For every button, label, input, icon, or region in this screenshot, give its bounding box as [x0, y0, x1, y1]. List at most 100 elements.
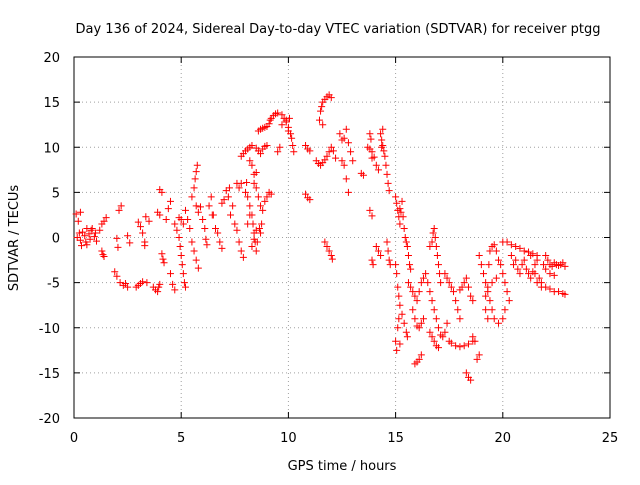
data-point — [158, 188, 166, 196]
data-point — [428, 297, 436, 305]
data-point — [384, 247, 392, 255]
data-point — [475, 351, 483, 359]
data-point — [233, 226, 241, 234]
data-point — [404, 279, 412, 287]
data-point — [525, 270, 533, 278]
data-point — [449, 288, 457, 296]
data-point — [190, 247, 198, 255]
data-point — [74, 217, 82, 225]
axis-ticks — [73, 56, 611, 419]
data-point — [366, 130, 374, 138]
data-point — [417, 279, 425, 287]
data-point — [488, 306, 496, 314]
data-point — [409, 288, 417, 296]
x-axis-label: GPS time / hours — [288, 459, 397, 474]
data-point — [220, 196, 228, 204]
data-point — [426, 288, 434, 296]
data-point — [205, 202, 213, 210]
data-point — [379, 141, 387, 149]
data-point — [276, 143, 284, 151]
data-point — [209, 211, 217, 219]
data-point — [231, 220, 239, 228]
data-point — [76, 208, 84, 216]
data-point — [169, 280, 177, 288]
data-point — [445, 279, 453, 287]
data-point — [257, 150, 265, 158]
data-point — [385, 256, 393, 264]
data-point — [162, 215, 170, 223]
data-point — [512, 256, 520, 264]
data-point — [143, 279, 151, 287]
data-point — [111, 268, 119, 276]
data-point — [401, 234, 409, 241]
data-point — [482, 292, 490, 300]
data-point — [261, 197, 269, 205]
data-point — [398, 310, 406, 318]
data-point — [184, 215, 192, 223]
data-point — [265, 120, 273, 128]
data-point — [384, 179, 392, 187]
data-point — [164, 205, 172, 213]
data-point — [201, 224, 209, 232]
data-point — [372, 243, 380, 251]
data-point — [396, 340, 404, 348]
data-point — [203, 241, 211, 249]
y-tick-label: -5 — [47, 277, 60, 292]
data-point — [179, 220, 187, 228]
data-point — [428, 333, 436, 341]
data-point — [393, 270, 401, 278]
data-point — [501, 306, 509, 314]
data-point — [325, 148, 333, 156]
data-point — [188, 238, 196, 246]
data-point — [177, 215, 185, 223]
data-point — [114, 243, 122, 251]
data-point — [323, 243, 331, 251]
data-point — [520, 247, 528, 255]
data-point — [430, 224, 438, 232]
data-point — [302, 141, 310, 149]
data-point — [514, 265, 522, 273]
data-point — [252, 247, 260, 255]
data-point — [507, 252, 515, 260]
data-point — [484, 315, 492, 323]
data-point — [328, 255, 336, 263]
data-point — [142, 213, 150, 221]
data-point — [396, 220, 404, 228]
data-point — [306, 147, 314, 155]
data-point — [171, 286, 179, 294]
data-point — [417, 351, 425, 359]
data-point — [546, 285, 554, 293]
data-point — [535, 274, 543, 282]
data-point — [439, 333, 447, 341]
data-point — [516, 270, 524, 278]
data-point — [447, 339, 455, 347]
data-point — [443, 319, 451, 327]
data-point — [192, 256, 200, 264]
data-point — [340, 161, 348, 169]
data-point — [480, 270, 488, 278]
data-point — [115, 206, 123, 214]
data-point — [518, 261, 526, 269]
data-point — [246, 157, 254, 165]
data-point — [383, 170, 391, 178]
data-point — [207, 193, 215, 201]
data-point — [158, 250, 166, 258]
data-point — [124, 232, 132, 240]
data-point — [501, 279, 509, 287]
data-point — [113, 272, 121, 280]
data-point — [79, 228, 87, 236]
data-point — [173, 226, 181, 234]
data-point — [492, 247, 500, 255]
y-tick-label: 10 — [43, 141, 60, 156]
data-point — [531, 270, 539, 278]
data-point — [160, 259, 168, 267]
data-point — [369, 261, 377, 269]
data-point — [415, 324, 423, 332]
x-tick-label: 10 — [280, 431, 297, 446]
data-point — [499, 315, 507, 323]
grid — [74, 57, 610, 418]
data-point — [452, 297, 460, 305]
data-point — [402, 328, 410, 336]
data-point — [542, 265, 550, 273]
data-point — [257, 202, 265, 210]
